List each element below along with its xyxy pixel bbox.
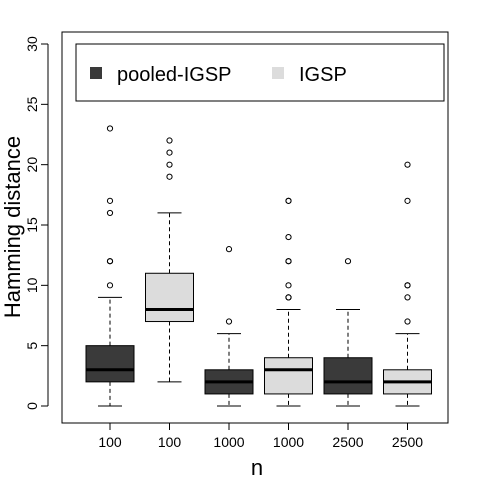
legend: pooled-IGSP IGSP xyxy=(75,43,445,102)
legend-label-pooled-igsp: pooled-IGSP xyxy=(117,64,232,86)
legend-label-igsp: IGSP xyxy=(299,64,347,86)
x-axis: 100 100 1000 1000 2500 2500 xyxy=(98,422,423,450)
outlier-point xyxy=(404,294,411,301)
outlier-point xyxy=(404,318,411,325)
y-axis: 0 5 10 15 20 25 30 xyxy=(24,36,49,410)
outlier-point xyxy=(404,282,411,289)
legend-swatch-pooled-igsp xyxy=(90,67,102,79)
outlier-point xyxy=(344,258,352,265)
y-tick-label: 25 xyxy=(24,96,40,112)
y-tick-label: 0 xyxy=(24,402,40,410)
outlier-point xyxy=(285,258,292,265)
box-group xyxy=(85,125,432,407)
y-tick-label: 5 xyxy=(24,342,40,350)
outlier-point xyxy=(106,125,114,132)
x-tick-label: 1000 xyxy=(213,434,244,450)
box-3 xyxy=(204,246,254,407)
box-2 xyxy=(145,137,194,383)
outlier-point xyxy=(225,246,233,253)
iqr-box xyxy=(264,357,313,395)
outlier-point xyxy=(166,161,173,168)
x-tick-label: 2500 xyxy=(392,434,423,450)
outlier-point xyxy=(106,209,114,217)
outlier-point xyxy=(285,233,292,241)
y-axis-title: Hamming distance xyxy=(0,136,25,318)
outlier-point xyxy=(225,318,233,325)
outlier-point xyxy=(285,282,292,289)
outlier-point xyxy=(285,294,292,301)
legend-swatch-igsp xyxy=(272,67,284,79)
outlier-point xyxy=(166,149,173,156)
box-1 xyxy=(85,125,135,407)
iqr-box xyxy=(323,357,373,395)
iqr-box xyxy=(85,345,135,383)
outlier-point xyxy=(166,173,173,180)
x-tick-label: 2500 xyxy=(332,434,363,450)
box-5 xyxy=(323,258,373,407)
outlier-point xyxy=(404,197,411,204)
box-4 xyxy=(264,197,313,407)
y-tick-label: 15 xyxy=(24,217,40,233)
x-axis-title: n xyxy=(251,455,263,480)
outlier-point xyxy=(106,258,114,265)
legend-box xyxy=(75,43,445,102)
iqr-box xyxy=(145,272,194,323)
y-tick-label: 30 xyxy=(24,36,40,52)
outlier-point xyxy=(285,197,292,204)
x-tick-label: 100 xyxy=(98,434,122,450)
outlier-point xyxy=(404,161,411,168)
box-6 xyxy=(383,161,432,407)
outlier-point xyxy=(106,282,114,289)
outlier-point xyxy=(106,197,114,204)
y-tick-label: 10 xyxy=(24,277,40,293)
x-tick-label: 1000 xyxy=(273,434,304,450)
x-tick-label: 100 xyxy=(158,434,182,450)
outlier-point xyxy=(166,137,173,144)
y-tick-label: 20 xyxy=(24,157,40,173)
